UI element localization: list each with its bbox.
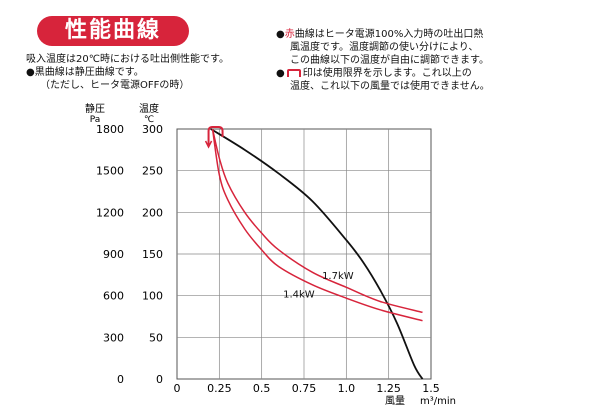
bullet-icon: ● — [276, 29, 285, 40]
x-tick-label: 1.5 — [422, 382, 440, 395]
y-left-tick-label: 1500 — [96, 165, 124, 178]
curve-static-pressure — [210, 128, 424, 380]
limit-mark-icon — [286, 69, 301, 77]
note-red-curve-text: 曲線はヒータ電源100%入力時の吐出口熱 — [294, 29, 484, 40]
y-left-tick-label: 1800 — [96, 123, 124, 136]
bullet-icon: ● — [26, 67, 35, 78]
y-left-tick-label: 1200 — [96, 206, 124, 219]
notes-right: ●赤曲線はヒータ電源100%入力時の吐出口熱 風温度です。温度調節の使い分けによ… — [276, 28, 490, 93]
curve-1.4kw — [211, 128, 423, 322]
note-black-curve-text: 黒曲線は静圧曲線です。 — [34, 67, 144, 78]
note-black-curve: ●黒曲線は静圧曲線です。 — [26, 66, 229, 79]
note-limit-mark-line2: 温度、これ以下の風量では使用できません。 — [290, 81, 490, 92]
note-limit-mark: ● 印は使用限界を示します。これ以上の — [276, 67, 490, 80]
limit-arrow-icon — [204, 140, 213, 149]
notes-left: 吸入温度は20℃時における吐出側性能です。 ●黒曲線は静圧曲線です。 （ただし、… — [26, 53, 229, 92]
x-tick-label: 0.5 — [253, 382, 271, 395]
y-left-tick-label: 300 — [103, 331, 124, 344]
note-red-curve-line2: 風温度です。温度調節の使い分けにより、 — [290, 42, 479, 53]
note-heater-off: （ただし、ヒータ電源OFFの時） — [40, 80, 190, 91]
note-red-curve-line3: この曲線以下の温度が自由に調節できます。 — [290, 55, 489, 66]
y-right-tick-label: 150 — [142, 248, 163, 261]
chart-title-badge: 性能曲線 — [37, 16, 189, 46]
series-label-1.4kw: 1.4kW — [283, 289, 315, 300]
y-right-tick-label: 250 — [142, 165, 163, 178]
x-tick-label: 1.0 — [338, 382, 356, 395]
chart-series: 1.7kW 1.4kW — [204, 126, 424, 380]
chart-grid — [176, 128, 432, 380]
y-right-axis-unit: ℃ — [144, 115, 154, 125]
x-tick-label: 1.25 — [376, 382, 401, 395]
series-label-1.7kw: 1.7kW — [322, 271, 354, 282]
x-tick-label: 0.75 — [292, 382, 317, 395]
note-red-curve: ●赤曲線はヒータ電源100%入力時の吐出口熱 — [276, 28, 490, 41]
x-tick-label: 0 — [174, 382, 181, 395]
x-axis-unit: m³/min — [420, 396, 456, 405]
y-left-tick-label: 0 — [117, 373, 124, 386]
y-right-tick-label: 50 — [149, 331, 163, 344]
limit-mark-icon — [207, 126, 224, 145]
y-left-tick-label: 900 — [103, 248, 124, 261]
x-tick-label: 0.25 — [207, 382, 232, 395]
curve-1.7kw — [211, 128, 423, 314]
y-right-tick-label: 0 — [156, 373, 163, 386]
y-right-tick-label: 100 — [142, 290, 163, 303]
note-limit-mark-text: 印は使用限界を示します。これ以上の — [302, 68, 472, 79]
red-word: 赤 — [284, 29, 295, 40]
y-right-axis-label: 温度 — [139, 102, 159, 115]
chart-labels: 静圧 Pa 温度 ℃ 風量 m³/min — [85, 102, 456, 405]
y-left-axis-label: 静圧 — [85, 102, 105, 115]
y-right-tick-label: 200 — [142, 206, 163, 219]
x-axis-label: 風量 — [385, 395, 405, 405]
y-left-tick-label: 600 — [103, 290, 124, 303]
y-right-tick-label: 300 — [142, 123, 163, 136]
note-intake-temp: 吸入温度は20℃時における吐出側性能です。 — [26, 54, 229, 65]
bullet-icon: ● — [276, 68, 285, 79]
y-left-axis-unit: Pa — [90, 115, 101, 125]
